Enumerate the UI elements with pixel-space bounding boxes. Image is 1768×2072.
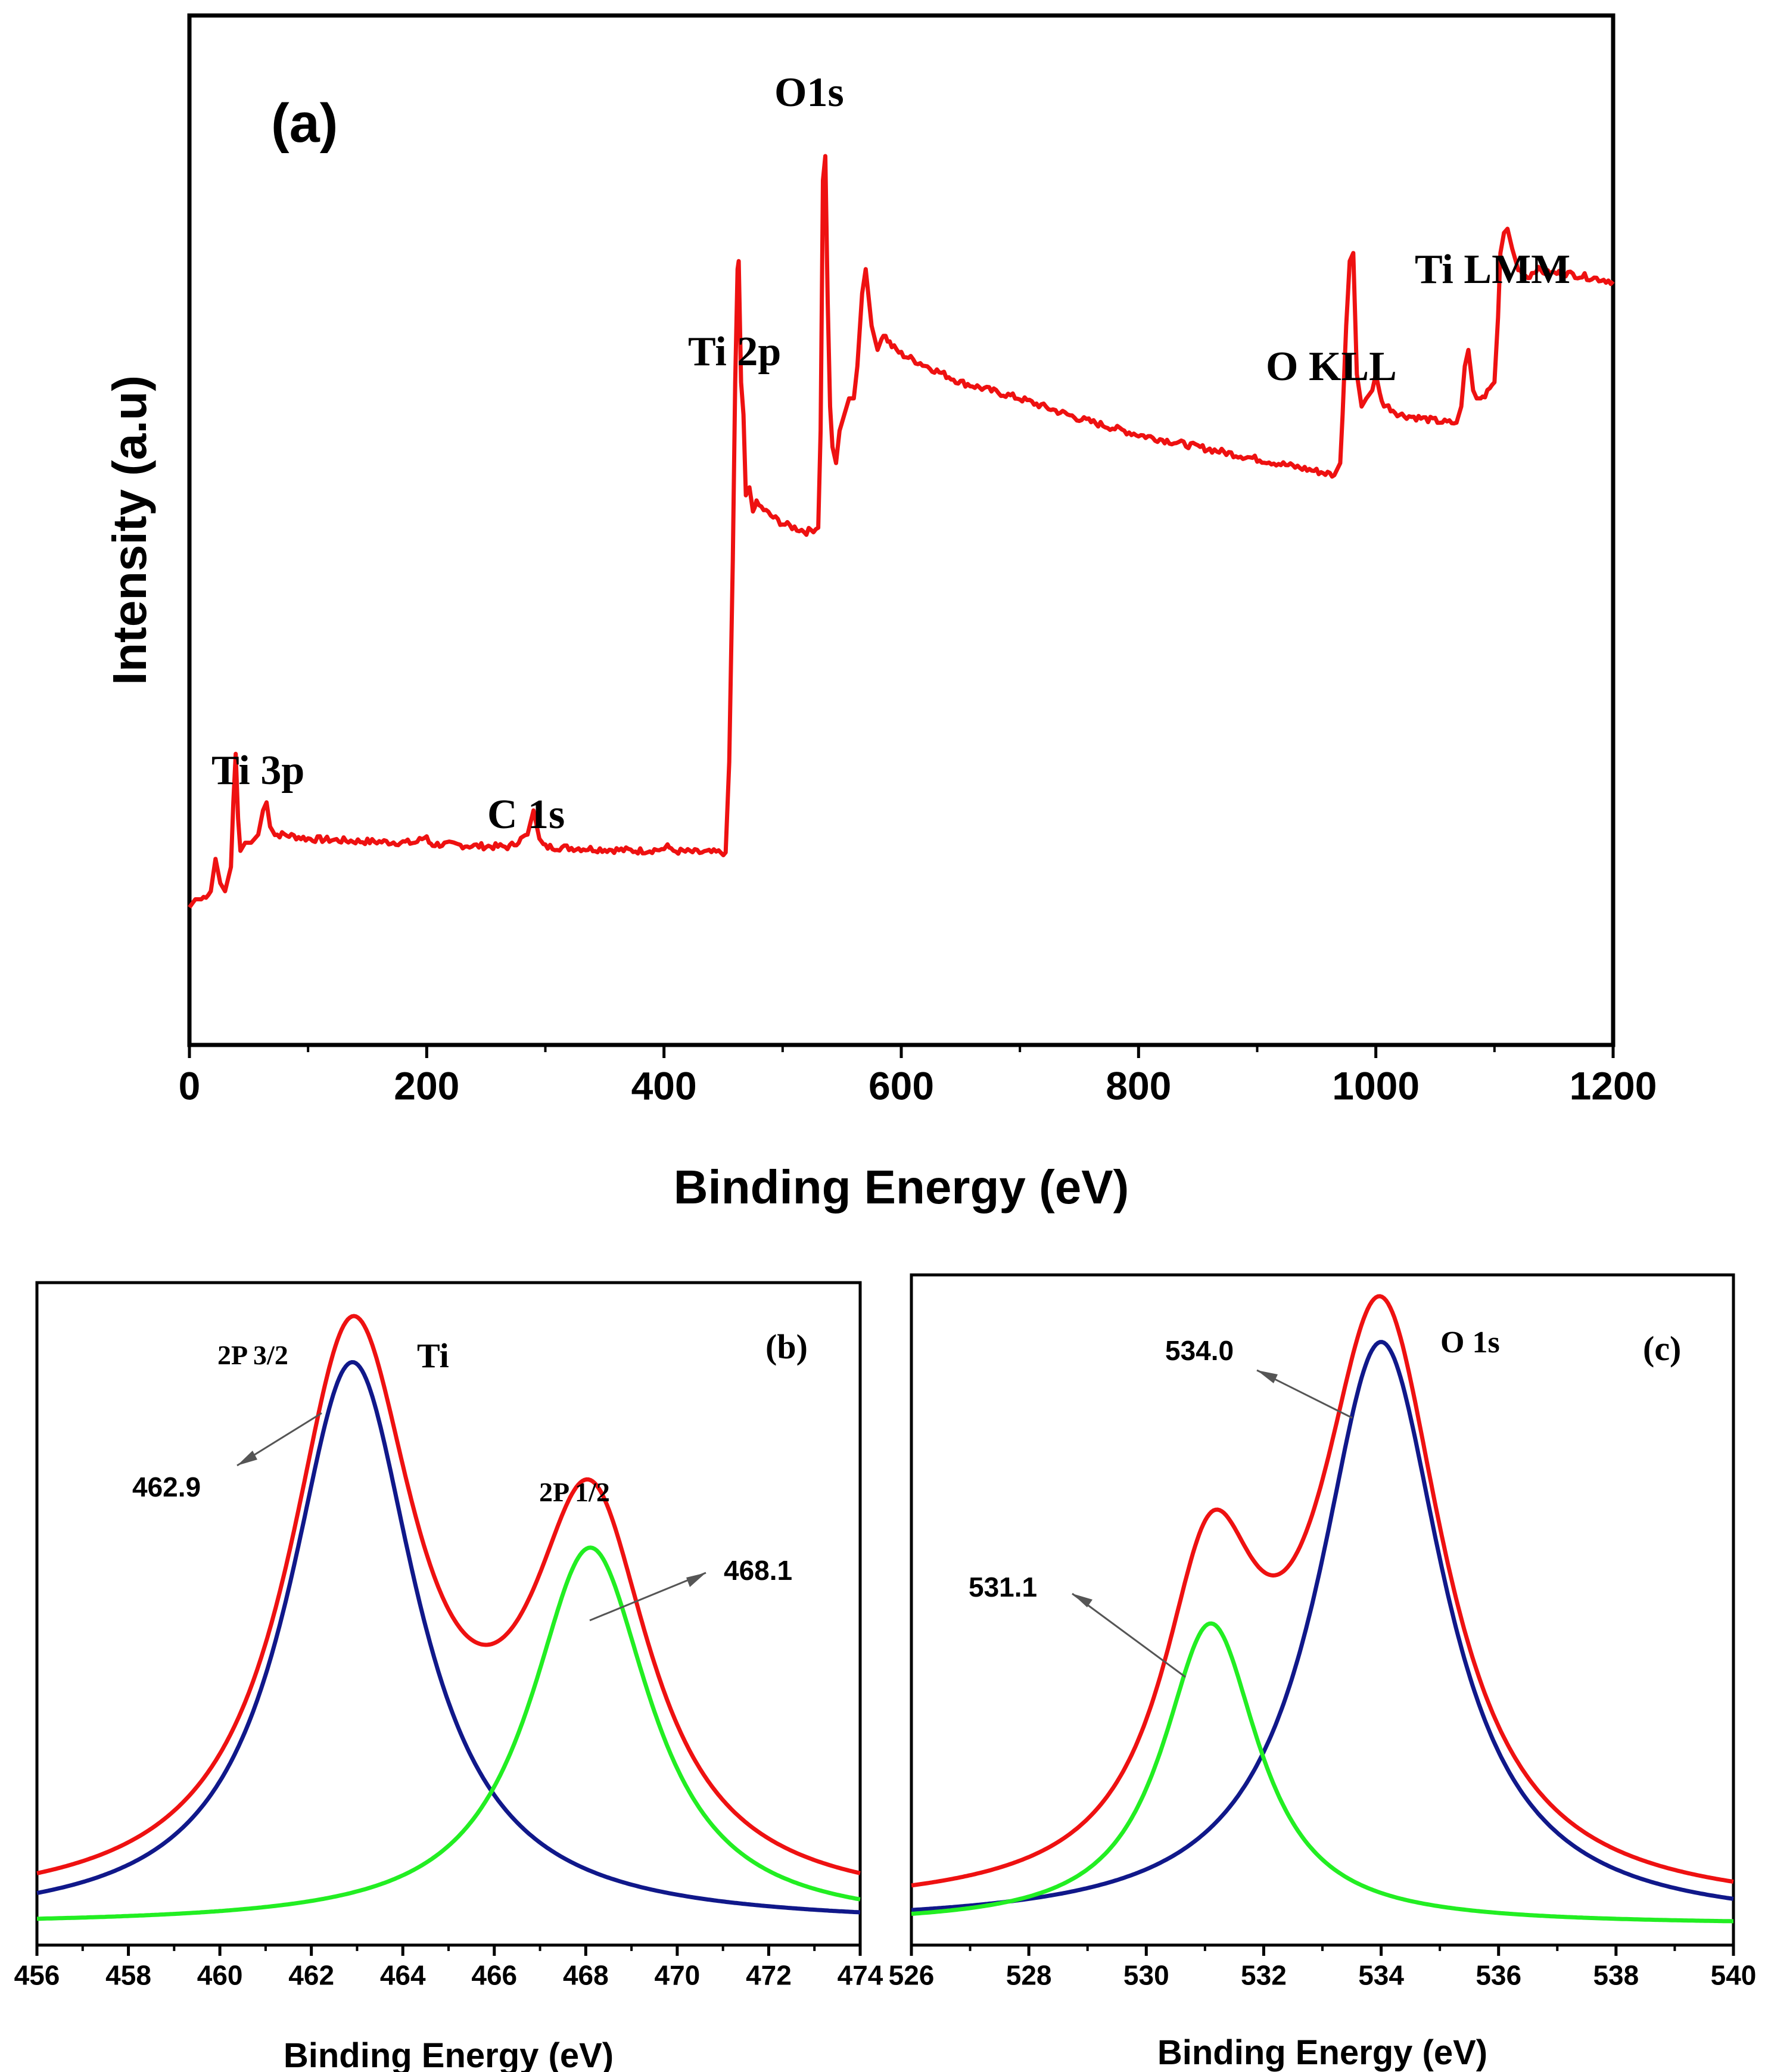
xtick-label: 458: [105, 1959, 151, 1990]
xtick-label: 464: [380, 1959, 426, 1990]
peak-label-2p12: 2P 1/2: [539, 1477, 610, 1507]
panel-c-arrowhead-534-0: [1257, 1370, 1278, 1383]
panel-a-ylabel: Intensity (a.u): [103, 375, 156, 685]
panel-a-frame: [187, 13, 1616, 1047]
xtick-label: 538: [1593, 1959, 1639, 1990]
xtick-label: 536: [1476, 1959, 1521, 1990]
xtick-label: 462: [288, 1959, 334, 1990]
annotation-c-1s: C 1s: [487, 792, 565, 838]
panel-b-ti-2p12-component: [37, 1545, 861, 1921]
panel-b-element-label: Ti: [417, 1336, 449, 1375]
panel-a-label: (a): [271, 93, 338, 154]
panel-a-survey-series: [188, 154, 1615, 909]
annotation-o1s: O1s: [774, 70, 844, 116]
peak-value-462-9: 462.9: [132, 1471, 201, 1502]
panel-c-arrowhead-531-1: [1072, 1594, 1092, 1607]
panel-c-envelope: [911, 1294, 1734, 1888]
xtick-label: 526: [889, 1959, 935, 1990]
panel-c-arrow-531-1: [1072, 1592, 1186, 1678]
peak-value-534-0: 534.0: [1165, 1335, 1234, 1366]
panel-c-element-label: O 1s: [1440, 1326, 1500, 1359]
panel-b-ti-2p32-component: [36, 1359, 861, 1915]
panel-c-xticks: 526 528 530 532 534 536 538 540: [889, 1945, 1757, 1990]
panel-b-arrowhead-462-9: [237, 1451, 257, 1466]
panel-b-label: (b): [765, 1327, 808, 1366]
panel-c-531-component: [911, 1621, 1733, 1924]
panel-c-xlabel: Binding Energy (eV): [1157, 2033, 1487, 2072]
panel-c-label: (c): [1643, 1329, 1681, 1368]
peak-label-2p32: 2P 3/2: [217, 1340, 288, 1370]
xtick-label: 400: [631, 1063, 697, 1107]
xtick-label: 800: [1106, 1063, 1171, 1107]
xtick-label: 460: [197, 1959, 243, 1990]
panel-a: 0 200 400 600 800 1000 1200 (a) Ti 3p C 1s Ti …: [103, 13, 1657, 1214]
annotation-ti-lmm: Ti LMM: [1415, 247, 1570, 293]
peak-value-531-1: 531.1: [969, 1572, 1037, 1603]
panel-a-xlabel: Binding Energy (eV): [674, 1161, 1129, 1214]
xtick-label: 466: [471, 1959, 517, 1990]
xtick-label: 528: [1006, 1959, 1052, 1990]
xtick-label: 600: [869, 1063, 934, 1107]
panel-a-xticks: 0 200 400 600 800 1000 1200: [179, 1045, 1657, 1107]
xtick-label: 472: [746, 1959, 792, 1990]
panel-b-envelope: [36, 1314, 861, 1875]
xtick-label: 200: [394, 1063, 459, 1107]
panel-c: 526 528 530 532 534 536 538 540 (c) O 1s 534.0 …: [889, 1273, 1757, 2072]
panel-b: 456 458 460 462 464 466 468 470 472 474 (b) Ti 2P…: [14, 1281, 883, 2072]
panel-c-534-component: [911, 1340, 1734, 1912]
annotation-ti-3p: Ti 3p: [211, 748, 304, 794]
xtick-label: 474: [838, 1959, 883, 1990]
xtick-label: 532: [1241, 1959, 1287, 1990]
panel-b-arrowhead-468-1: [686, 1573, 706, 1587]
panel-b-xticks: 456 458 460 462 464 466 468 470 472 474: [14, 1945, 883, 1990]
xtick-label: 534: [1358, 1959, 1404, 1990]
xtick-label: 470: [655, 1959, 701, 1990]
xtick-label: 468: [563, 1959, 609, 1990]
xtick-label: 456: [14, 1959, 60, 1990]
panel-b-arrow-468-1: [589, 1572, 706, 1622]
annotation-ti-2p: Ti 2p: [688, 329, 781, 375]
xtick-label: 1200: [1570, 1063, 1657, 1107]
annotation-o-kll: O KLL: [1266, 344, 1397, 390]
xtick-label: 0: [179, 1063, 201, 1107]
xtick-label: 1000: [1332, 1063, 1420, 1107]
peak-value-468-1: 468.1: [724, 1555, 792, 1586]
panel-b-xlabel: Binding Energy (eV): [284, 2036, 614, 2072]
xtick-label: 530: [1123, 1959, 1169, 1990]
xtick-label: 540: [1711, 1959, 1757, 1990]
